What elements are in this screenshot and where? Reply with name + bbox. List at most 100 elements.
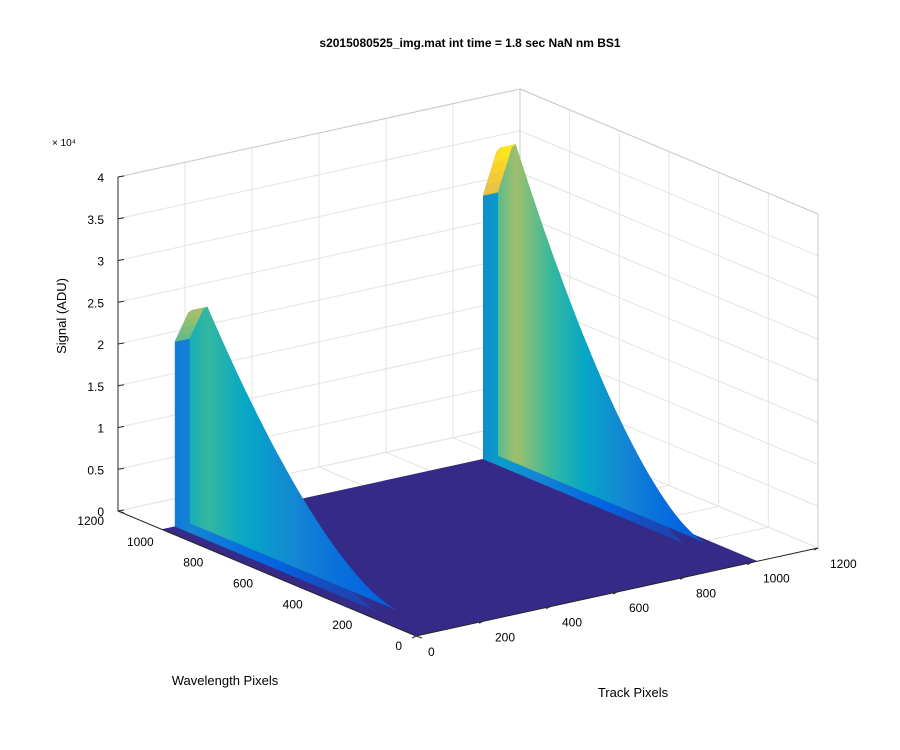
peak-front-strip [596, 369, 602, 499]
peak-front-strip [264, 430, 269, 557]
peak-front-strip [644, 467, 649, 520]
peak-front-strip [241, 382, 245, 547]
peak-front-strip [600, 377, 605, 501]
peak-front-strip [298, 492, 304, 571]
peak-front-strip [586, 345, 591, 495]
peak-front-strip [535, 206, 540, 474]
grid-line-z-left [117, 172, 521, 261]
x-tick-label: 200 [495, 630, 515, 644]
peak-front-strip [254, 410, 259, 553]
grid-line-z-right [519, 213, 819, 340]
y-tick-mark [316, 593, 323, 597]
y-tick-label: 1200 [77, 514, 104, 528]
peak-front-strip [261, 424, 266, 556]
z-tick-mark [117, 217, 125, 220]
peak-front-strip [528, 186, 533, 471]
peak-front-strip [566, 292, 571, 487]
peak-front-strip [217, 330, 222, 537]
peak-front-strip [275, 450, 280, 561]
y-tick-mark [266, 573, 274, 576]
peak-front-strip [329, 540, 334, 584]
peak-front-strip [665, 500, 670, 528]
peak-front-strip [607, 393, 612, 504]
peak-front-strip [511, 143, 516, 464]
peak-front-strip [504, 159, 509, 461]
peak-front-strip [203, 306, 208, 531]
peak-front-strip [603, 385, 608, 502]
x-tick-mark [746, 562, 752, 566]
peak-front-strip [556, 265, 561, 482]
peak-side-strip [489, 162, 494, 464]
z-tick-label: 4 [97, 171, 104, 185]
peak-front-strip [285, 468, 290, 566]
peak-front-strip [302, 497, 307, 573]
peak-side-strip [185, 312, 189, 533]
peak-front-strip [189, 330, 194, 525]
peak-front-strip [682, 522, 687, 535]
peak-front-strip [309, 508, 314, 576]
peak-front-strip [549, 246, 554, 479]
peak-front-strip [312, 514, 317, 577]
y-axis-label: Wavelength Pixels [172, 673, 279, 688]
x-tick-label: 800 [696, 586, 716, 600]
peak-front-strip [508, 148, 513, 462]
peak-front-strip [353, 571, 358, 594]
peak-front-strip [573, 310, 578, 489]
z-tick-label: 0 [97, 505, 104, 519]
x-tick-label: 400 [562, 616, 582, 630]
peak-front-strip [230, 360, 235, 543]
peak-front-strip [542, 226, 547, 477]
peak-front-strip [268, 437, 273, 558]
z-tick-mark [117, 509, 125, 512]
peak-front-strip [305, 503, 310, 574]
peak-front-strip [295, 486, 300, 570]
peak-front-strip [637, 456, 642, 517]
peak-front-strip [562, 283, 567, 485]
peak-front-strip [220, 337, 225, 538]
peak-front-strip [590, 353, 595, 497]
peak-front-strip [336, 549, 341, 587]
z-tick-label: 3.5 [87, 213, 104, 227]
peak-front-strip [224, 345, 228, 540]
peak-front-strip [651, 479, 656, 522]
peak-front-strip [258, 417, 263, 554]
grid-line-z-right [519, 130, 819, 257]
z-tick-label: 1 [97, 422, 104, 436]
peak-front-strip [210, 314, 215, 534]
peak-front-strip [661, 495, 666, 527]
x-tick-mark [813, 547, 819, 551]
z-tick-label: 0.5 [87, 463, 104, 477]
x-tick-mark [612, 591, 618, 595]
x-tick-label: 0 [428, 645, 435, 659]
peak-front-strip [288, 474, 293, 567]
peak-front-strip [593, 361, 598, 498]
axis-lines [117, 175, 819, 639]
y-tick-label: 0 [395, 639, 402, 653]
y-tick-mark [167, 531, 174, 535]
peak-front-strip [620, 422, 625, 510]
y-tick-mark [366, 614, 373, 618]
x-axis-label: Track Pixels [598, 685, 669, 700]
peak-front-strip [613, 408, 619, 507]
peak-front-strip [213, 322, 218, 535]
z-tick-label: 3 [97, 255, 104, 269]
peak-front-strip [251, 403, 256, 551]
peak-front-strip [196, 316, 201, 528]
z-tick-mark [117, 384, 125, 387]
x-tick-label: 1000 [763, 572, 790, 586]
signal-surface [161, 143, 758, 636]
peak-front-strip [346, 563, 351, 591]
chart-title: s2015080525_img.mat int time = 1.8 sec N… [319, 36, 620, 50]
peak-front-strip [678, 518, 683, 534]
grid-line-z-right [519, 172, 819, 298]
peak-front-strip [521, 165, 527, 468]
peak-side-strip [181, 319, 186, 532]
peak-side-strip [482, 184, 488, 461]
peak-front-strip [654, 484, 660, 524]
peak-front-strip [350, 567, 355, 593]
z-tick-label: 2 [97, 338, 104, 352]
signal-peak [174, 306, 396, 613]
peak-front-strip [206, 306, 211, 533]
peak-front-strip [610, 400, 615, 505]
